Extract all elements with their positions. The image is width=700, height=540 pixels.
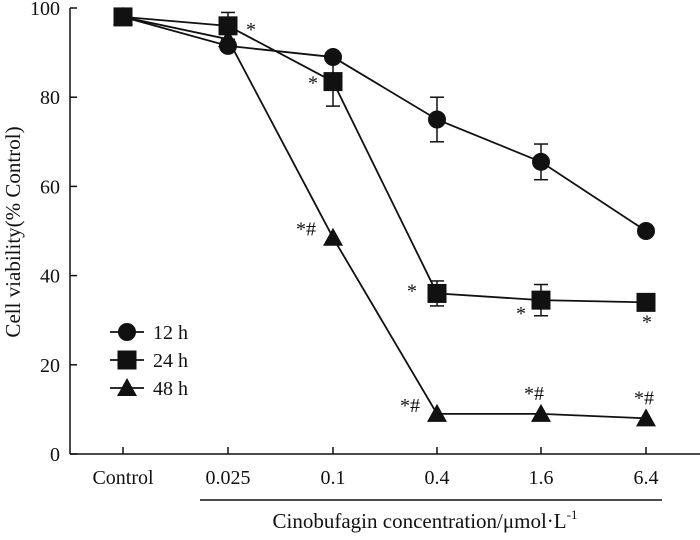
x-axis-label-main: Cinobufagin concentration/μmol·L [273,509,567,533]
y-tick-label: 20 [40,355,60,377]
y-tick-label: 100 [30,0,60,20]
data-point [218,29,238,48]
annotation-layer: * * * * * *# *# *# *# [246,19,654,417]
x-tick-label: 0.4 [425,467,450,489]
legend-marker [118,323,136,341]
y-tick-label: 80 [40,87,60,109]
axes-layer: 0 20 40 60 80 100 Control 0.025 0.1 0.4 1.6 6.4 [30,0,700,501]
significance-mark: *# [400,395,420,417]
series-layer [113,6,656,427]
x-tick-label: 0.025 [206,467,251,489]
legend-label: 24 h [153,350,188,372]
series-line [122,16,647,420]
series-12h [114,7,655,240]
significance-mark: * [516,303,526,325]
data-point [113,6,133,25]
y-tick-label: 0 [50,444,60,466]
significance-mark: * [642,311,652,333]
y-tick-label: 60 [40,176,60,198]
data-point [637,222,655,240]
series-line [122,16,647,232]
data-point [531,403,551,422]
legend-item: 48 h [110,378,188,400]
data-point [323,227,343,246]
series-24h [113,7,656,317]
x-tick-label: Control [92,467,154,489]
significance-mark: * [246,19,256,41]
significance-mark: * [407,280,417,302]
y-tick-label: 40 [40,266,60,288]
data-point [636,292,656,312]
legend-label: 48 h [153,378,188,400]
series-line [122,16,647,304]
legend-marker [117,378,137,396]
data-point [323,72,343,92]
x-axis-label-superscript: -1 [567,507,578,522]
x-axis-label: Cinobufagin concentration/μmol·L-1 [273,507,578,533]
x-tick-label: 6.4 [634,467,659,489]
data-point [427,283,447,303]
series-48h [113,6,656,427]
legend-marker [117,350,137,370]
data-point [427,403,447,422]
data-point [532,152,550,171]
significance-mark: *# [296,219,316,241]
data-point [636,408,656,427]
x-tick-label: 1.6 [529,467,554,489]
legend-label: 12 h [153,322,188,344]
y-axis-label: Cell viability(% Control) [1,126,25,337]
legend-item: 12 h [110,322,188,344]
data-point [428,110,446,129]
significance-mark: * [308,73,318,95]
significance-mark: *# [524,383,544,405]
data-point [218,16,238,36]
legend-item: 24 h [110,350,188,372]
data-point [531,290,551,310]
legend: 12 h 24 h 48 h [110,322,188,400]
x-tick-label: 0.1 [321,467,346,489]
significance-mark: *# [634,387,654,409]
